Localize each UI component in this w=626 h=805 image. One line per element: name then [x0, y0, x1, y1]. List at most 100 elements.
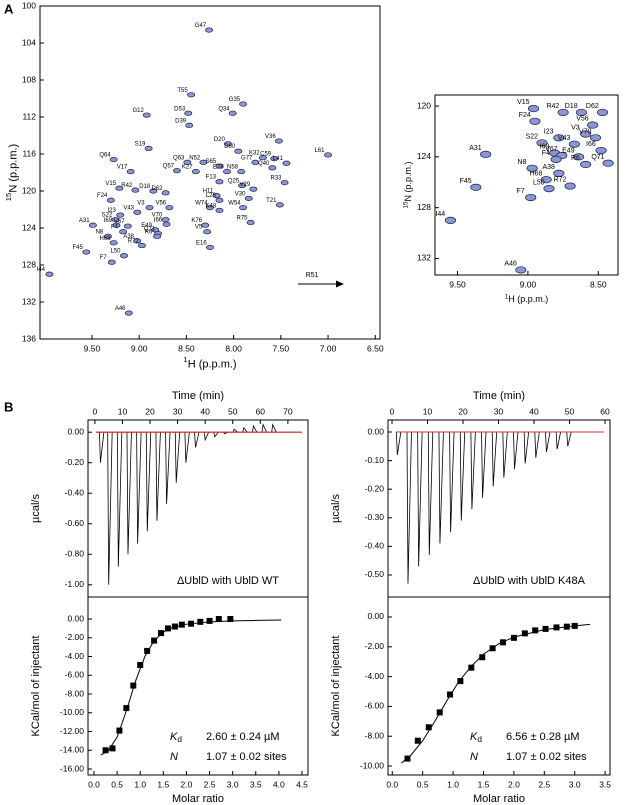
data-point: [553, 624, 560, 631]
y-axis-label: µcal/s: [30, 494, 42, 523]
superscript: 15: [402, 201, 409, 209]
peak-label: I44: [37, 267, 46, 273]
peak-label: A46: [504, 261, 517, 268]
injection-peak: [406, 432, 412, 584]
x-tick-label: 20: [458, 406, 468, 416]
peak-label: I66: [154, 217, 163, 223]
y-axis-label: KCal/mol of injectant: [330, 636, 342, 737]
panel-label: A: [4, 1, 14, 16]
x-tick-label: 2.5: [204, 779, 216, 789]
injection-peak: [242, 426, 248, 433]
x-tick-label: 3.0: [569, 779, 581, 789]
plot-frame: [39, 5, 381, 340]
peak-label: H68: [530, 170, 543, 177]
peak-label: V5: [195, 225, 203, 231]
peak-label: N8: [517, 159, 526, 166]
plot-frame: [387, 596, 611, 776]
y-tick-label: -1.00: [65, 579, 85, 589]
peak: [215, 207, 224, 214]
peak: [515, 266, 527, 274]
y-tick-label: 116: [22, 148, 36, 158]
peak: [82, 249, 91, 255]
y-tick-label: 0.00: [367, 611, 384, 621]
peak-label: N52: [189, 155, 201, 161]
peak-label: F7: [100, 255, 108, 261]
peak-label: E16: [196, 240, 207, 246]
peak: [144, 145, 153, 152]
peak-label: Q34: [218, 106, 230, 112]
peak-label: V70: [579, 128, 592, 135]
peak-label: R6: [571, 155, 580, 162]
peak-label: V29: [240, 182, 251, 188]
y-tick-label: 112: [22, 111, 36, 121]
label-text: N (p.p.m.): [403, 161, 413, 201]
injection-peak: [116, 432, 123, 567]
x-tick-label: 40: [200, 406, 210, 416]
data-point: [178, 621, 185, 628]
fit-value: 2.60 ± 0.24 µM: [206, 731, 280, 743]
peak: [244, 195, 253, 201]
y-tick-label: -10.00: [60, 707, 84, 717]
superscript: 1: [505, 293, 509, 300]
peak-label: A38: [123, 234, 134, 240]
peak-label: I23: [544, 128, 554, 135]
superscript: 15: [4, 193, 13, 202]
peak: [215, 179, 224, 185]
peak-label: K32: [249, 151, 260, 157]
peak-label: N58: [227, 165, 239, 171]
label-text: N (p.p.m.): [7, 144, 19, 193]
peak: [525, 193, 537, 202]
peak: [589, 134, 602, 142]
x-tick-label: 60: [256, 406, 266, 416]
data-point: [171, 623, 178, 630]
y-tick-label: -10.00: [360, 760, 384, 770]
y-tick-label: 108: [22, 74, 36, 84]
x-tick-label: 40: [529, 406, 539, 416]
x-tick-label: 1.5: [478, 779, 490, 789]
peak-label: G47: [195, 23, 207, 29]
peak: [153, 233, 162, 239]
peak: [540, 176, 552, 184]
y-tick-label: -0.20: [65, 457, 85, 467]
subscript: d: [477, 735, 482, 744]
peak-label: E49: [141, 223, 152, 229]
x-tick-label: 0.0: [88, 779, 100, 789]
x-tick-label: 7.00: [320, 343, 337, 353]
x-tick-label: 0.5: [417, 779, 429, 789]
x-tick-label: 70: [283, 406, 293, 416]
data-point: [436, 709, 443, 716]
peak-label: S19: [135, 141, 146, 147]
peak-label: Q57: [163, 164, 175, 170]
injection-peak: [261, 423, 267, 433]
y-tick-label: -14.00: [60, 745, 84, 755]
y-axis-label: KCal/mol of injectant: [30, 636, 42, 737]
injection-peak: [184, 432, 190, 463]
peak: [595, 146, 607, 155]
injection-peak: [438, 431, 444, 544]
x-tick-label: 9.00: [131, 343, 148, 353]
peak-label: K76: [191, 218, 202, 224]
peak-label: R42: [121, 183, 133, 189]
peak-label: L41: [273, 156, 284, 162]
peak-label: V56: [576, 116, 589, 123]
peak: [104, 233, 112, 239]
peak: [246, 219, 255, 226]
peak-label: F45: [73, 245, 84, 251]
peak: [106, 197, 115, 203]
x-axis-label: Molar ratio: [172, 793, 224, 805]
y-tick-label: 120: [417, 100, 431, 110]
symbol: N: [170, 751, 178, 763]
peak: [206, 205, 214, 211]
y-tick-label: -6.00: [365, 701, 385, 711]
x-tick-label: 50: [228, 406, 238, 416]
peak: [203, 229, 212, 235]
peak: [470, 183, 482, 191]
peak-label: E28: [213, 165, 224, 171]
x-axis-label: 1H (p.p.m.): [505, 293, 549, 304]
x-tick-label: 1.0: [134, 779, 146, 789]
peak-label: D20: [214, 137, 226, 143]
data-point: [144, 647, 151, 654]
peak-label: K27: [182, 165, 193, 171]
peak-label: L50: [110, 249, 121, 255]
y-tick-label: -0.50: [365, 569, 385, 579]
